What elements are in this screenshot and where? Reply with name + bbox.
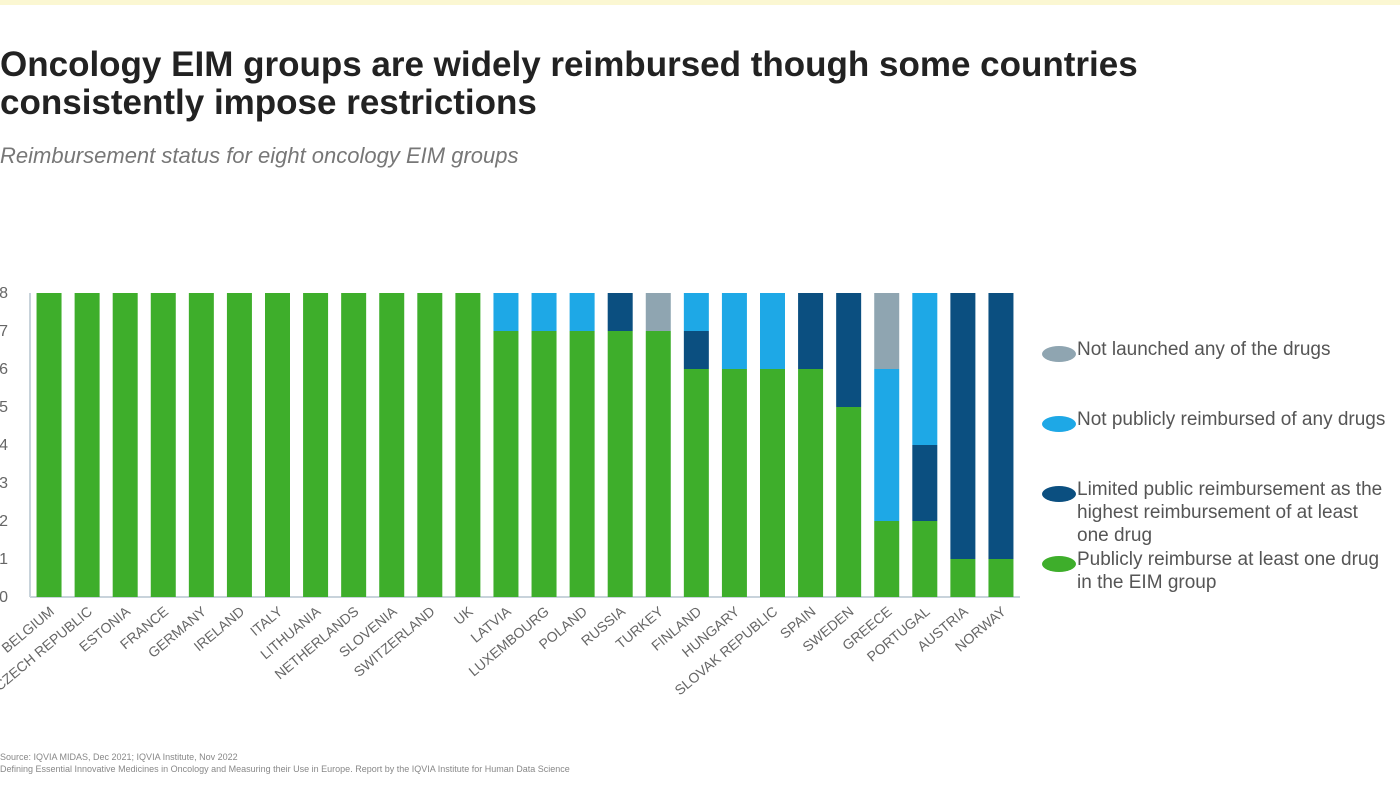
- source: Source: IQVIA MIDAS, Dec 2021; IQVIA Ins…: [0, 752, 238, 762]
- chart-title: Oncology EIM groups are widely reimburse…: [0, 45, 1138, 122]
- bar-segment: [874, 521, 900, 597]
- y-tick-label: 0: [0, 589, 8, 606]
- bar-segment: [683, 293, 709, 331]
- bar-segment: [683, 331, 709, 369]
- bar-segment: [493, 331, 519, 597]
- y-tick-label: 4: [0, 437, 8, 454]
- bar-segment: [265, 293, 290, 597]
- bar-segment: [379, 293, 405, 597]
- x-tick-label: UK: [451, 603, 477, 628]
- bar-segment: [226, 293, 252, 597]
- bar-segment: [988, 293, 1014, 559]
- bar-segment: [645, 331, 671, 597]
- bar-segment: [645, 293, 671, 331]
- bar-segment: [683, 369, 709, 597]
- y-tick-label: 6: [0, 361, 8, 378]
- legend-label: Not publicly reimbursed of any drugs: [1077, 409, 1386, 430]
- legend-marker: [1042, 416, 1076, 432]
- y-tick-label: 2: [0, 513, 8, 530]
- bar-segment: [874, 293, 900, 369]
- bar-segment: [36, 293, 62, 597]
- legend-label: Limited public reimbursement as the high…: [1077, 479, 1383, 546]
- bar-segment: [874, 369, 900, 521]
- y-tick-label: 1: [0, 551, 8, 568]
- bar-segment: [569, 331, 595, 597]
- note: Defining Essential Innovative Medicines …: [0, 764, 570, 774]
- bar-segment: [531, 331, 557, 597]
- bar-segment: [836, 407, 862, 597]
- bar-segment: [798, 369, 824, 597]
- bar-segment: [721, 369, 747, 597]
- bar-segment: [341, 293, 367, 597]
- y-tick-label: 7: [0, 323, 8, 340]
- bar-segment: [912, 521, 938, 597]
- bar-segment: [721, 293, 747, 369]
- legend-marker: [1042, 346, 1076, 362]
- y-tick-label: 3: [0, 475, 8, 492]
- bar-segment: [760, 293, 785, 369]
- bar-segment: [798, 293, 824, 369]
- bar-segment: [950, 293, 976, 559]
- legend-label: Publicly reimburse at least one drug in …: [1077, 549, 1380, 593]
- y-tick-label: 8: [0, 285, 8, 302]
- bar-segment: [74, 293, 100, 597]
- bar-segment: [912, 293, 938, 445]
- bar-segment: [188, 293, 214, 597]
- bar-segment: [303, 293, 329, 597]
- bar-segment: [455, 293, 481, 597]
- legend-marker: [1042, 556, 1076, 572]
- bar-segment: [912, 445, 938, 521]
- bar-segment: [493, 293, 519, 331]
- bar-segment: [950, 559, 976, 597]
- y-tick-label: 5: [0, 399, 8, 416]
- bar-segment: [531, 293, 557, 331]
- bar-segment: [607, 293, 633, 331]
- bar-segment: [988, 559, 1014, 597]
- legend-marker: [1042, 486, 1076, 502]
- bar-segment: [760, 369, 785, 597]
- bar-segment: [607, 331, 633, 597]
- bar-segment: [836, 293, 862, 407]
- bar-segment: [417, 293, 443, 597]
- top-strip: [0, 0, 1400, 5]
- legend-label: Not launched any of the drugs: [1077, 339, 1331, 360]
- chart-subtitle: Reimbursement status for eight oncology …: [0, 143, 519, 168]
- bar-segment: [150, 293, 176, 597]
- bar-segment: [569, 293, 595, 331]
- bar-segment: [112, 293, 138, 597]
